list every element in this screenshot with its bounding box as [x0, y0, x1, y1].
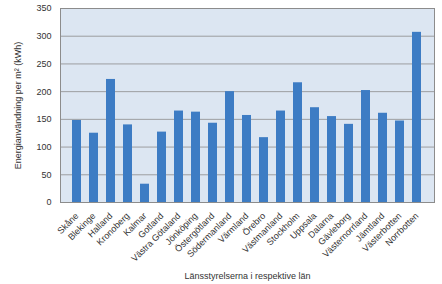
svg-text:Halland: Halland: [85, 210, 115, 240]
svg-text:250: 250: [36, 59, 51, 69]
svg-text:Energianvändning per m² (kWh): Energianvändning per m² (kWh): [13, 42, 23, 170]
svg-text:Kalmar: Kalmar: [121, 210, 149, 238]
svg-text:Västmanland: Västmanland: [240, 210, 285, 255]
svg-text:Gävleborg: Gävleborg: [316, 210, 353, 248]
svg-text:Skåne: Skåne: [55, 210, 81, 236]
svg-text:Västerbotten: Västerbotten: [360, 210, 404, 254]
svg-text:150: 150: [36, 114, 51, 124]
svg-text:Västernorrland: Västernorrland: [320, 210, 370, 260]
svg-text:Kronoberg: Kronoberg: [94, 210, 132, 248]
svg-text:Värmland: Värmland: [216, 210, 251, 245]
svg-text:Uppsala: Uppsala: [288, 210, 319, 242]
svg-text:Stockholm: Stockholm: [264, 210, 302, 248]
svg-text:Länsstyrelserna i respektive l: Länsstyrelserna i respektive län: [184, 271, 310, 281]
svg-text:Södermanland: Södermanland: [185, 210, 234, 260]
svg-text:Norrbotten: Norrbotten: [383, 211, 420, 248]
svg-text:Östergötland: Östergötland: [172, 210, 217, 255]
svg-text:Jämtland: Jämtland: [353, 210, 387, 244]
svg-text:Örebro: Örebro: [240, 210, 268, 238]
svg-text:Gotland: Gotland: [136, 210, 166, 241]
svg-text:300: 300: [36, 31, 51, 41]
svg-text:Västra Götaland: Västra Götaland: [129, 210, 183, 264]
svg-text:200: 200: [36, 87, 51, 97]
svg-text:Blekinge: Blekinge: [66, 210, 98, 243]
svg-text:100: 100: [36, 142, 51, 152]
svg-text:Jönköping: Jönköping: [163, 210, 200, 247]
svg-text:50: 50: [41, 170, 51, 180]
svg-text:Dalarna: Dalarna: [306, 210, 336, 241]
svg-text:350: 350: [36, 3, 51, 13]
svg-text:0: 0: [46, 197, 51, 207]
